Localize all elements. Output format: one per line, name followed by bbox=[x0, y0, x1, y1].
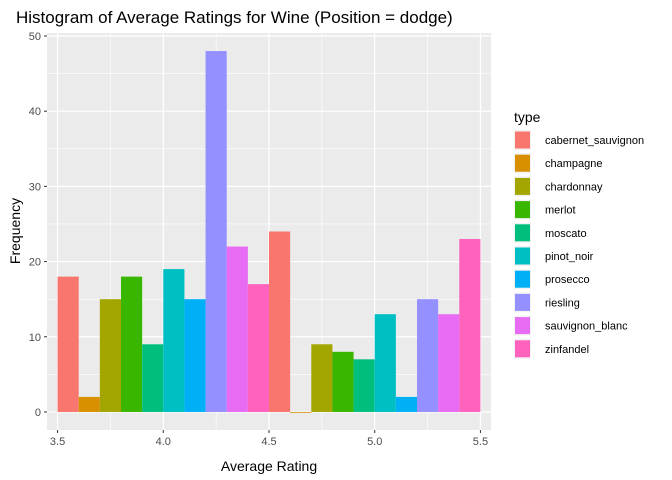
x-tick-label: 5.0 bbox=[367, 436, 382, 448]
bar-sauvignon-blanc bbox=[438, 314, 460, 412]
bar-riesling bbox=[417, 299, 439, 412]
bar-riesling bbox=[205, 51, 227, 412]
y-tick-label: 0 bbox=[35, 407, 41, 419]
bar-zinfandel bbox=[247, 284, 269, 412]
legend-label-zinfandel: zinfandel bbox=[545, 344, 589, 356]
y-tick-label: 40 bbox=[29, 106, 41, 118]
legend-swatch-riesling bbox=[515, 293, 530, 311]
chart-title: Histogram of Average Ratings for Wine (P… bbox=[16, 8, 453, 27]
y-axis: 0 10 20 30 40 50 bbox=[29, 31, 47, 419]
legend-entries: cabernet_sauvignon champagne chardonnay mer… bbox=[514, 130, 644, 359]
bar-prosecco bbox=[395, 396, 417, 412]
x-tick-label: 5.5 bbox=[473, 436, 488, 448]
legend-swatch-pinot-noir bbox=[515, 247, 530, 265]
legend-swatch-prosecco bbox=[515, 270, 530, 288]
bar-moscato bbox=[353, 359, 375, 412]
bar-sauvignon-blanc bbox=[226, 246, 248, 412]
x-axis: 3.5 4.0 4.5 5.0 5.5 bbox=[50, 430, 488, 448]
bar-chardonnay bbox=[99, 299, 121, 412]
bars bbox=[57, 51, 481, 413]
legend: type cabernet_sauvignon champagne chardonn… bbox=[514, 109, 644, 359]
legend-title: type bbox=[514, 109, 541, 125]
legend-label-sauvignon-blanc: sauvignon_blanc bbox=[545, 321, 628, 333]
legend-label-champagne: champagne bbox=[545, 158, 603, 170]
legend-label-riesling: riesling bbox=[545, 297, 580, 309]
legend-swatch-chardonnay bbox=[515, 177, 530, 195]
legend-label-moscato: moscato bbox=[545, 228, 587, 240]
legend-swatch-merlot bbox=[515, 201, 530, 219]
legend-swatch-champagne bbox=[515, 154, 530, 172]
bar-zinfandel bbox=[459, 239, 481, 412]
bar-prosecco bbox=[184, 299, 206, 412]
legend-label-pinot-noir: pinot_noir bbox=[545, 251, 594, 263]
legend-label-prosecco: prosecco bbox=[545, 274, 590, 286]
x-tick-label: 3.5 bbox=[50, 436, 65, 448]
legend-swatch-cabernet-sauvignon bbox=[515, 131, 530, 149]
legend-swatch-zinfandel bbox=[515, 340, 530, 358]
x-tick-label: 4.5 bbox=[261, 436, 276, 448]
x-tick-label: 4.0 bbox=[156, 436, 171, 448]
bar-merlot bbox=[332, 351, 354, 412]
legend-swatch-sauvignon-blanc bbox=[515, 317, 530, 335]
y-tick-label: 10 bbox=[29, 332, 41, 344]
bar-moscato bbox=[142, 344, 164, 412]
bar-cabernet-sauvignon bbox=[269, 231, 291, 412]
legend-swatch-moscato bbox=[515, 224, 530, 242]
x-axis-title: Average Rating bbox=[221, 458, 317, 474]
y-tick-label: 20 bbox=[29, 257, 41, 269]
legend-label-chardonnay: chardonnay bbox=[545, 181, 603, 193]
y-tick-label: 30 bbox=[29, 181, 41, 193]
legend-label-merlot: merlot bbox=[545, 205, 576, 217]
bar-pinot-noir bbox=[374, 314, 396, 412]
bar-cabernet-sauvignon bbox=[57, 276, 79, 412]
bar-chardonnay bbox=[311, 344, 333, 412]
bar-champagne bbox=[290, 411, 312, 413]
bar-champagne bbox=[78, 396, 100, 412]
y-tick-label: 50 bbox=[29, 31, 41, 43]
y-axis-title: Frequency bbox=[7, 198, 23, 264]
bar-merlot bbox=[121, 276, 143, 412]
legend-label-cabernet-sauvignon: cabernet_sauvignon bbox=[545, 135, 644, 147]
bar-pinot-noir bbox=[163, 269, 185, 412]
